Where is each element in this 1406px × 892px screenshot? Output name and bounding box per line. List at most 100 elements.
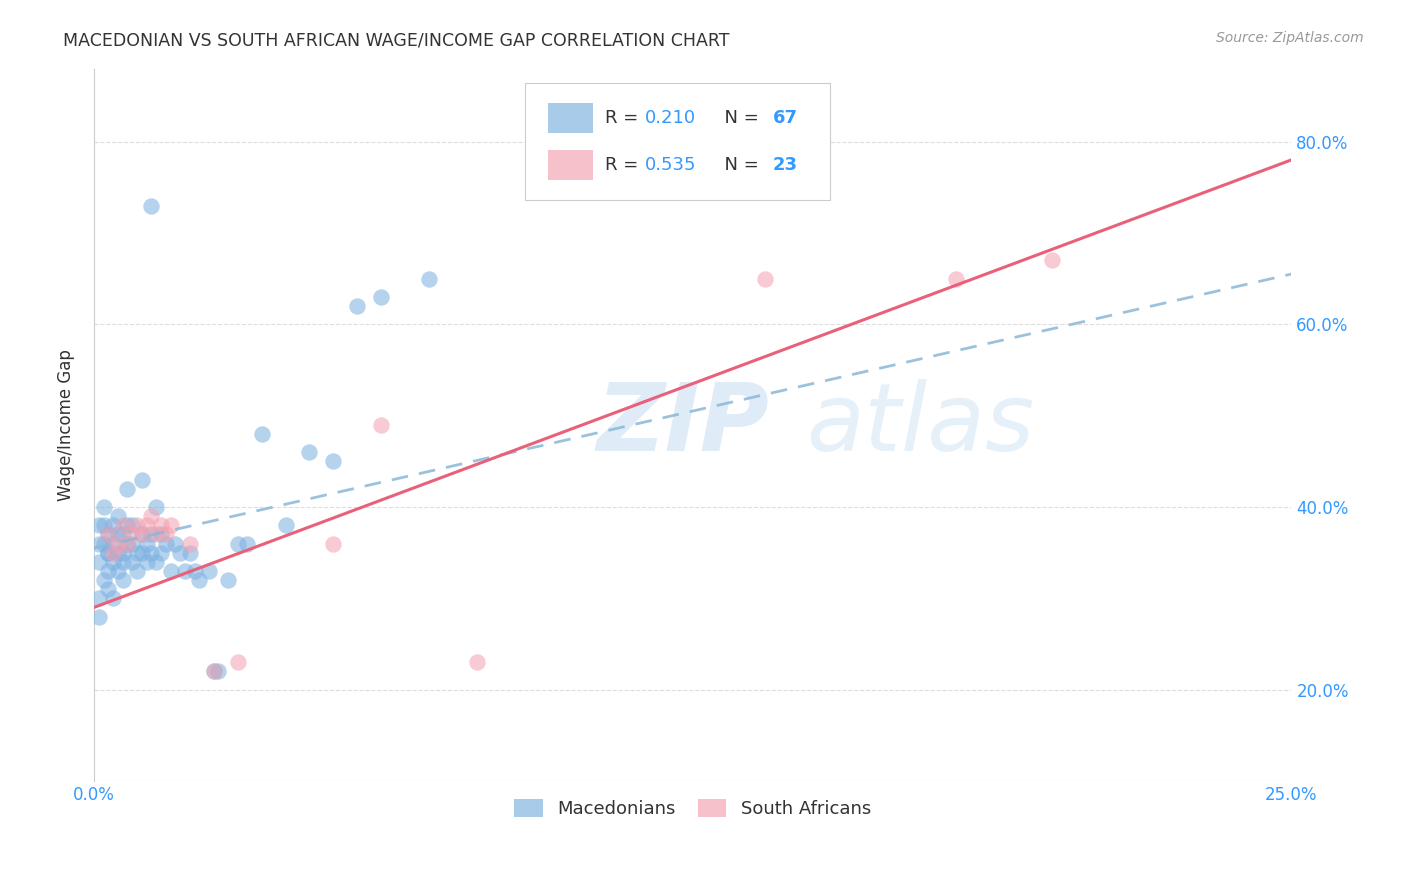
Point: [207, 665, 229, 679]
Point: [179, 546, 201, 560]
Point: [226, 655, 249, 669]
FancyBboxPatch shape: [548, 103, 593, 134]
Point: [236, 536, 259, 550]
Point: [107, 536, 129, 550]
Point: [1040, 253, 1063, 268]
Point: [346, 299, 368, 313]
Point: [155, 527, 177, 541]
Point: [125, 546, 148, 560]
Point: [131, 527, 153, 541]
Point: [155, 536, 177, 550]
Text: Source: ZipAtlas.com: Source: ZipAtlas.com: [1216, 31, 1364, 45]
Point: [101, 546, 124, 560]
Point: [298, 445, 321, 459]
Point: [370, 290, 392, 304]
Point: [87, 555, 110, 569]
Text: MACEDONIAN VS SOUTH AFRICAN WAGE/INCOME GAP CORRELATION CHART: MACEDONIAN VS SOUTH AFRICAN WAGE/INCOME …: [63, 31, 730, 49]
Point: [226, 536, 249, 550]
Point: [465, 655, 488, 669]
Point: [250, 426, 273, 441]
Point: [93, 518, 115, 533]
Text: 67: 67: [773, 110, 799, 128]
Point: [101, 536, 124, 550]
Point: [150, 546, 173, 560]
Point: [141, 509, 163, 524]
Point: [121, 536, 143, 550]
Point: [97, 527, 120, 541]
Point: [188, 573, 211, 587]
Point: [217, 573, 239, 587]
Point: [117, 482, 139, 496]
Text: R =: R =: [605, 110, 644, 128]
Point: [141, 546, 163, 560]
Point: [101, 518, 124, 533]
Point: [101, 555, 124, 569]
Point: [202, 665, 225, 679]
Point: [93, 500, 115, 514]
Point: [150, 527, 173, 541]
Text: N =: N =: [713, 156, 765, 174]
FancyBboxPatch shape: [524, 83, 831, 201]
Point: [93, 536, 115, 550]
Text: R =: R =: [605, 156, 644, 174]
Point: [121, 527, 143, 541]
Text: N =: N =: [713, 110, 765, 128]
Point: [87, 591, 110, 606]
Point: [87, 518, 110, 533]
Point: [202, 665, 225, 679]
Point: [107, 564, 129, 578]
Point: [141, 198, 163, 212]
Point: [121, 555, 143, 569]
Point: [370, 417, 392, 432]
Legend: Macedonians, South Africans: Macedonians, South Africans: [508, 792, 879, 825]
Point: [125, 564, 148, 578]
Point: [117, 536, 139, 550]
Point: [322, 454, 344, 468]
Point: [131, 473, 153, 487]
Point: [274, 518, 297, 533]
Point: [754, 271, 776, 285]
Point: [198, 564, 221, 578]
Point: [97, 582, 120, 597]
Point: [111, 573, 134, 587]
Point: [111, 546, 134, 560]
Point: [145, 500, 167, 514]
Point: [121, 518, 143, 533]
Point: [111, 555, 134, 569]
Text: atlas: atlas: [807, 379, 1035, 470]
Point: [145, 555, 167, 569]
Y-axis label: Wage/Income Gap: Wage/Income Gap: [58, 349, 75, 500]
Point: [141, 527, 163, 541]
Point: [117, 536, 139, 550]
Text: 0.535: 0.535: [645, 156, 696, 174]
Point: [135, 536, 157, 550]
Point: [418, 271, 440, 285]
Point: [97, 564, 120, 578]
Point: [97, 546, 120, 560]
Point: [107, 546, 129, 560]
Point: [107, 509, 129, 524]
Point: [322, 536, 344, 550]
Point: [107, 527, 129, 541]
Point: [93, 573, 115, 587]
Text: 0.210: 0.210: [645, 110, 696, 128]
Point: [135, 518, 157, 533]
Point: [945, 271, 967, 285]
Point: [97, 546, 120, 560]
Point: [125, 518, 148, 533]
Text: ZIP: ZIP: [598, 379, 769, 471]
Point: [87, 536, 110, 550]
Point: [179, 536, 201, 550]
Point: [183, 564, 205, 578]
Point: [159, 518, 181, 533]
Point: [101, 591, 124, 606]
Point: [111, 518, 134, 533]
Point: [174, 564, 197, 578]
Point: [150, 518, 173, 533]
Point: [87, 609, 110, 624]
Point: [145, 527, 167, 541]
Point: [159, 564, 181, 578]
Point: [131, 527, 153, 541]
Point: [131, 546, 153, 560]
Point: [169, 546, 191, 560]
